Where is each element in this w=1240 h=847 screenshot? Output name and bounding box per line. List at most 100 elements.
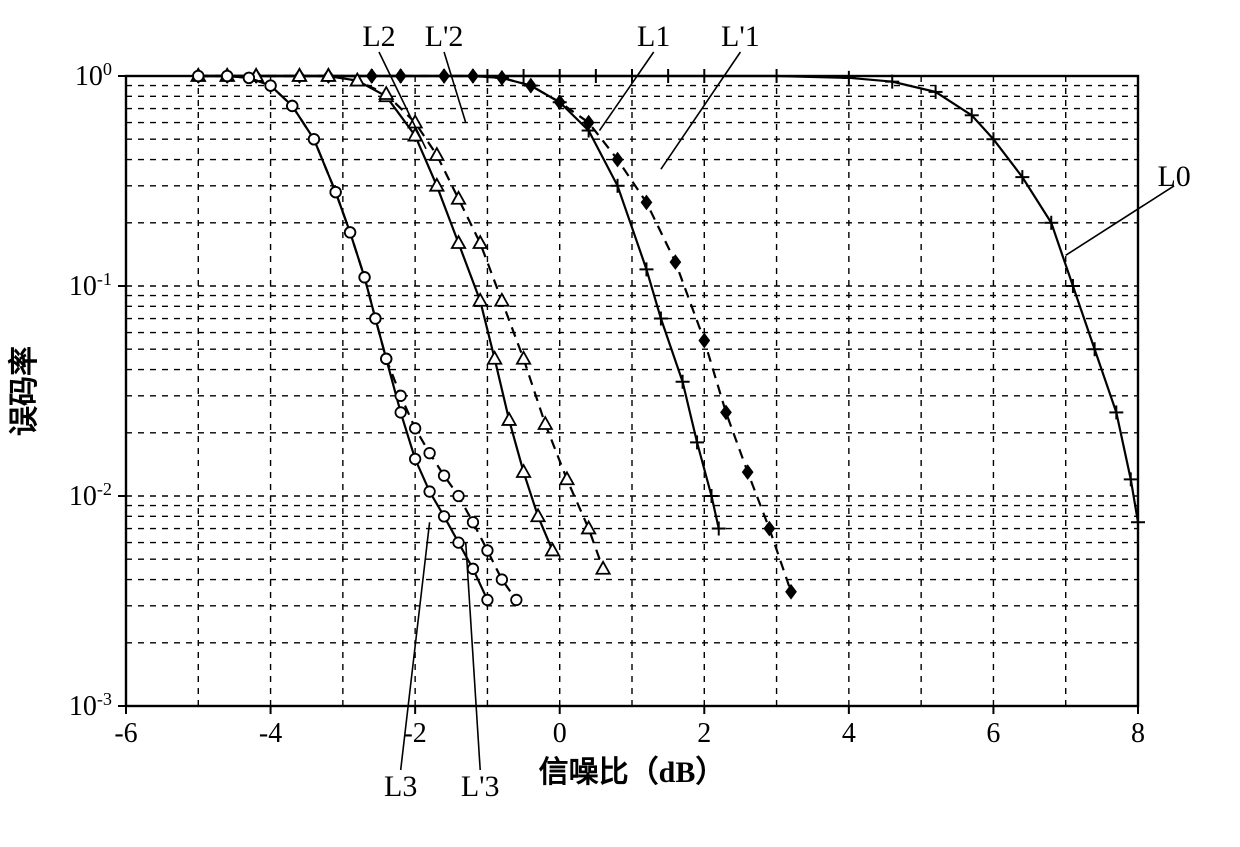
series-line-L'2: [198, 76, 603, 569]
circle-marker: [468, 564, 479, 575]
plus-marker: [661, 69, 675, 83]
plus-marker: [1066, 279, 1080, 293]
diamond-marker: [526, 79, 537, 93]
x-tick-label: 0: [553, 718, 567, 749]
diamond-marker: [699, 334, 710, 348]
triangle-marker: [430, 179, 443, 191]
x-tick-label: -6: [114, 718, 137, 749]
circle-marker: [468, 517, 479, 528]
circle-marker: [453, 491, 464, 502]
triangle-marker: [488, 352, 501, 364]
circle-marker: [424, 486, 435, 497]
circle-marker: [222, 71, 233, 82]
annotation-leader-L'2: [444, 52, 466, 123]
circle-marker: [424, 448, 435, 459]
series-line-L0: [198, 76, 1138, 522]
annotation-text-L1: L1: [637, 20, 670, 53]
y-tick-label: 10-2: [69, 479, 112, 512]
x-tick-label: 4: [842, 718, 856, 749]
annotation-leader-L1: [599, 52, 653, 131]
circle-marker: [359, 272, 370, 283]
circle-marker: [244, 73, 255, 84]
plus-marker: [697, 69, 711, 83]
annotation-text-L2: L2: [362, 20, 395, 53]
plus-marker: [690, 435, 704, 449]
plus-marker: [1044, 216, 1058, 230]
triangle-marker: [582, 522, 595, 534]
plus-marker: [553, 69, 567, 83]
annotation-leader-L'3: [466, 543, 480, 770]
plus-marker: [770, 69, 784, 83]
circle-marker: [482, 545, 493, 556]
triangle-marker: [502, 413, 515, 425]
y-axis-label: 误码率: [8, 346, 41, 436]
plus-marker: [676, 375, 690, 389]
x-axis-label: 信噪比（dB）: [539, 755, 726, 789]
series-line-L1: [198, 76, 718, 529]
y-tick-label: 10-3: [69, 689, 112, 722]
circle-marker: [193, 71, 204, 82]
circle-marker: [439, 511, 450, 522]
plus-marker: [1109, 405, 1123, 419]
diamond-marker: [764, 522, 775, 536]
chart-svg: -6-4-20246810010-110-210-3信噪比（dB）误码率L0L1…: [0, 0, 1240, 847]
plus-marker: [654, 312, 668, 326]
circle-marker: [410, 423, 421, 434]
plus-marker: [589, 69, 603, 83]
plus-marker: [1124, 472, 1138, 486]
diamond-marker: [367, 69, 378, 83]
x-ticks: -6-4-202468: [114, 706, 1145, 749]
diamond-marker: [395, 69, 406, 83]
triangle-marker: [596, 562, 609, 574]
y-ticks: 100 10-1 10-2 10-3: [69, 59, 126, 722]
triangle-marker: [474, 236, 487, 248]
circle-marker: [410, 454, 421, 465]
circle-marker: [381, 354, 392, 365]
diamond-marker: [497, 71, 508, 85]
triangle-marker: [560, 472, 573, 484]
plus-marker: [1088, 342, 1102, 356]
triangle-marker: [546, 544, 559, 556]
circle-marker: [370, 313, 381, 324]
ber-vs-snr-chart: -6-4-20246810010-110-210-3信噪比（dB）误码率L0L1…: [0, 0, 1240, 847]
diamond-marker: [721, 405, 732, 419]
circle-marker: [265, 80, 276, 91]
series-group: [191, 69, 1145, 605]
annotation-text-L'1: L'1: [721, 20, 760, 53]
series-line-L'1: [198, 76, 791, 592]
circle-marker: [497, 574, 508, 585]
circle-marker: [287, 101, 298, 112]
grid: [126, 76, 1138, 706]
plus-marker: [712, 522, 726, 536]
annotation-text-L0: L0: [1157, 160, 1190, 193]
circle-marker: [395, 391, 406, 402]
annotation-text-L3: L3: [384, 770, 417, 803]
plus-marker: [842, 71, 856, 85]
y-tick-label: 10-1: [69, 269, 112, 302]
circle-marker: [482, 595, 493, 606]
triangle-marker: [517, 465, 530, 477]
annotation-text-L'2: L'2: [425, 20, 464, 53]
triangle-marker: [452, 236, 465, 248]
triangle-marker: [539, 417, 552, 429]
triangle-marker: [531, 509, 544, 521]
plus-marker: [705, 489, 719, 503]
plus-marker: [611, 179, 625, 193]
x-tick-label: 2: [697, 718, 711, 749]
plus-marker: [639, 262, 653, 276]
circle-marker: [439, 470, 450, 481]
y-tick-label: 100: [75, 59, 112, 92]
triangle-marker: [452, 192, 465, 204]
circle-marker: [330, 187, 341, 198]
diamond-marker: [742, 465, 753, 479]
diamond-marker: [439, 69, 450, 83]
annotation-leader-L'1: [661, 52, 741, 169]
diamond-marker: [468, 69, 479, 83]
diamond-marker: [670, 255, 681, 269]
circle-marker: [345, 227, 356, 238]
plus-marker: [1131, 515, 1145, 529]
circle-marker: [395, 407, 406, 418]
circle-marker: [453, 537, 464, 548]
x-tick-label: -4: [259, 718, 282, 749]
circle-marker: [309, 134, 320, 145]
